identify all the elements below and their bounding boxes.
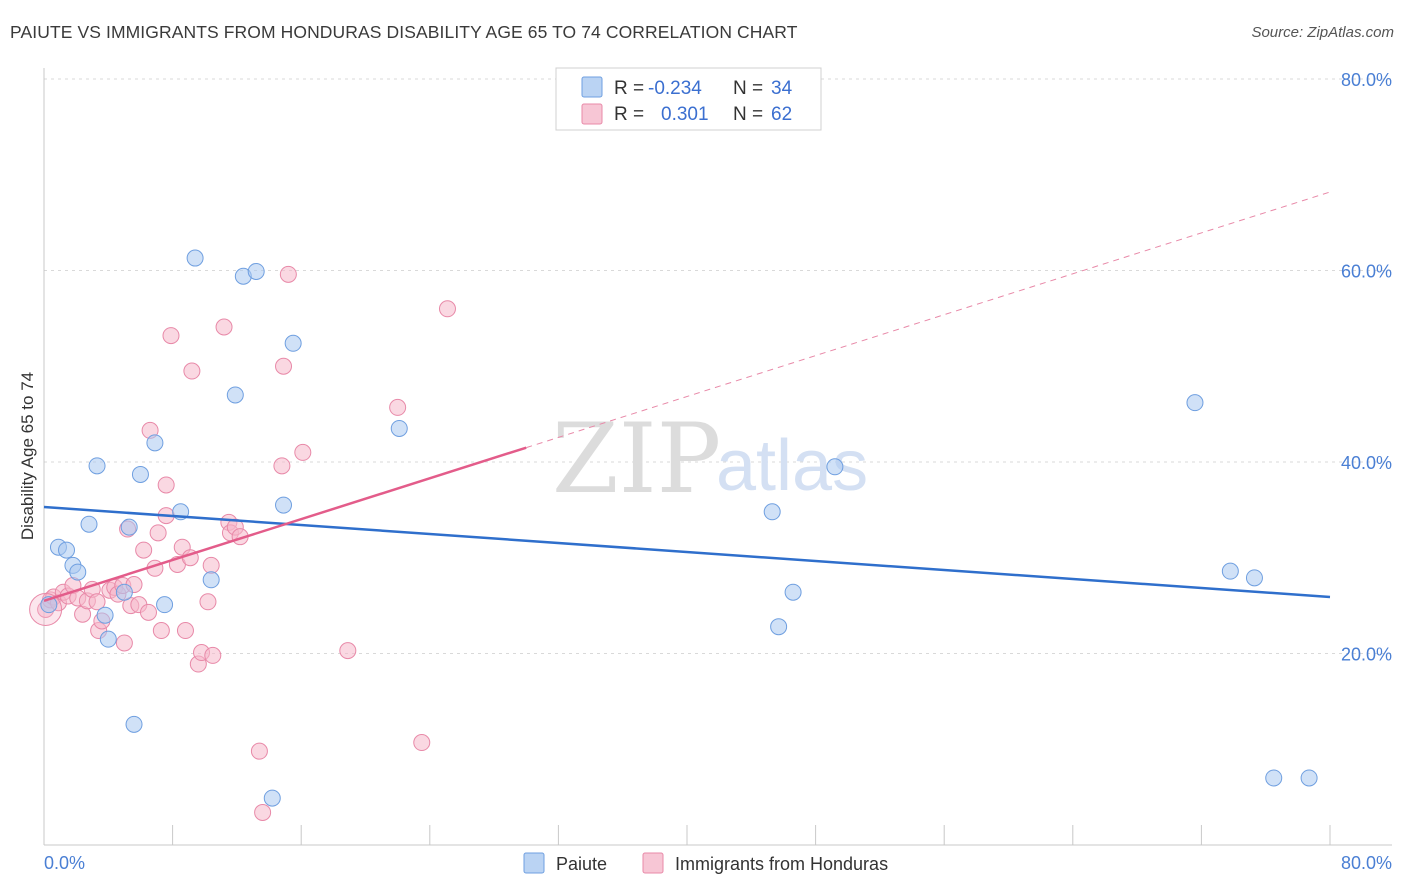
paiute-point-11 bbox=[125, 715, 143, 733]
honduras-point-23 bbox=[135, 541, 153, 559]
legend-n-label-honduras: N = bbox=[733, 104, 763, 125]
series-honduras-points bbox=[29, 265, 456, 821]
paiute-point-6 bbox=[88, 457, 106, 475]
honduras-point-24 bbox=[139, 603, 157, 621]
honduras-point-52 bbox=[294, 443, 312, 461]
source-credit: Source: ZipAtlas.com bbox=[1251, 24, 1394, 41]
honduras-point-49 bbox=[273, 457, 291, 475]
paiute-point-13 bbox=[146, 434, 164, 452]
honduras-point-50 bbox=[275, 357, 293, 375]
honduras-trend-line bbox=[43, 446, 527, 603]
paiute-point-20 bbox=[247, 262, 265, 280]
honduras-point-30 bbox=[157, 476, 175, 494]
tick-labels: 20.0% 40.0% 60.0% 80.0% 0.0% 80.0% bbox=[44, 70, 1392, 873]
honduras-point-51 bbox=[279, 265, 297, 283]
honduras-point-54 bbox=[389, 398, 407, 416]
bottom-legend: Paiute Immigrants from Honduras bbox=[523, 852, 888, 874]
honduras-point-48 bbox=[254, 803, 272, 821]
honduras-point-40 bbox=[202, 556, 220, 574]
honduras-point-47 bbox=[250, 742, 268, 760]
paiute-point-4 bbox=[69, 563, 87, 581]
paiute-point-7 bbox=[96, 606, 114, 624]
watermark-zip-text: ZIP bbox=[552, 403, 721, 515]
honduras-point-27 bbox=[149, 524, 167, 542]
honduras-point-36 bbox=[183, 362, 201, 380]
paiute-point-27 bbox=[784, 583, 802, 601]
paiute-point-10 bbox=[120, 518, 138, 536]
paiute-point-14 bbox=[156, 596, 174, 614]
legend-n-value-paiute: 34 bbox=[771, 78, 793, 99]
paiute-point-2 bbox=[58, 541, 76, 559]
chart-title: PAIUTE VS IMMIGRANTS FROM HONDURAS DISAB… bbox=[10, 22, 798, 42]
grid-lines bbox=[44, 78, 1392, 654]
paiute-point-21 bbox=[263, 789, 281, 807]
honduras-point-42 bbox=[215, 318, 233, 336]
y-tick-label-3: 80.0% bbox=[1341, 70, 1392, 90]
y-tick-label-1: 40.0% bbox=[1341, 453, 1392, 473]
watermark-atlas-text: atlas bbox=[716, 426, 868, 506]
paiute-point-23 bbox=[284, 334, 302, 352]
y-axis-title: Disability Age 65 to 74 bbox=[18, 372, 37, 540]
paiute-point-28 bbox=[826, 458, 844, 476]
bottom-legend-swatch-honduras bbox=[642, 852, 664, 874]
honduras-trend-extension bbox=[526, 191, 1331, 449]
honduras-point-11 bbox=[88, 593, 106, 611]
honduras-point-56 bbox=[438, 300, 456, 318]
honduras-point-55 bbox=[413, 734, 431, 752]
paiute-point-8 bbox=[99, 630, 117, 648]
paiute-point-17 bbox=[202, 571, 220, 589]
y-tick-label-0: 20.0% bbox=[1341, 645, 1392, 665]
paiute-point-29 bbox=[1186, 394, 1204, 412]
axes bbox=[43, 68, 1392, 846]
x-tick-label-1: 80.0% bbox=[1341, 853, 1392, 873]
legend-r-value-honduras: 0.301 bbox=[661, 104, 709, 125]
paiute-point-31 bbox=[1245, 569, 1263, 587]
honduras-point-53 bbox=[339, 642, 357, 660]
honduras-point-31 bbox=[162, 327, 180, 345]
paiute-point-32 bbox=[1265, 769, 1283, 787]
bottom-legend-label-paiute: Paiute bbox=[556, 854, 607, 874]
paiute-point-30 bbox=[1221, 562, 1239, 580]
honduras-point-28 bbox=[152, 622, 170, 640]
paiute-point-26 bbox=[770, 618, 788, 636]
paiute-point-16 bbox=[186, 249, 204, 267]
bottom-legend-label-honduras: Immigrants from Honduras bbox=[675, 854, 888, 874]
legend-n-value-honduras: 62 bbox=[771, 104, 792, 125]
honduras-point-18 bbox=[115, 634, 133, 652]
honduras-point-41 bbox=[204, 646, 222, 664]
legend-box: R = -0.234 N = 34 R = 0.301 N = 62 bbox=[555, 67, 822, 131]
legend-swatch-honduras bbox=[581, 103, 603, 125]
paiute-point-25 bbox=[763, 503, 781, 521]
honduras-point-34 bbox=[176, 622, 194, 640]
x-tick-label-0: 0.0% bbox=[44, 853, 85, 873]
bottom-legend-swatch-paiute bbox=[523, 852, 545, 874]
legend-swatch-paiute bbox=[581, 76, 603, 98]
legend-n-label-paiute: N = bbox=[733, 78, 763, 99]
paiute-point-9 bbox=[115, 583, 133, 601]
legend-r-label-honduras: R = bbox=[614, 104, 644, 125]
paiute-point-33 bbox=[1300, 769, 1318, 787]
series-paiute-points bbox=[40, 249, 1318, 807]
paiute-point-24 bbox=[390, 419, 408, 437]
paiute-point-18 bbox=[226, 386, 244, 404]
paiute-trend-line bbox=[43, 505, 1331, 599]
paiute-point-12 bbox=[131, 465, 149, 483]
paiute-point-5 bbox=[80, 515, 98, 533]
trend-lines bbox=[43, 191, 1331, 603]
honduras-point-39 bbox=[199, 593, 217, 611]
y-tick-label-2: 60.0% bbox=[1341, 262, 1392, 282]
paiute-point-22 bbox=[275, 496, 293, 514]
legend-r-value-paiute: -0.234 bbox=[648, 78, 702, 99]
legend-r-label-paiute: R = bbox=[614, 78, 644, 99]
watermark: ZIP atlas bbox=[552, 403, 868, 515]
